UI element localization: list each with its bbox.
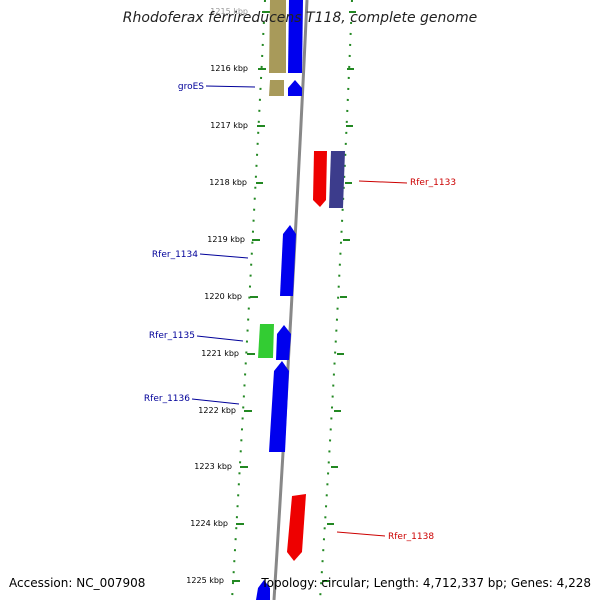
topology-text: Topology: circular; Length: 4,712,337 bp… xyxy=(261,576,591,590)
ruler-label: 1216 kbp xyxy=(210,64,248,73)
ruler-tick: 1216 kbp xyxy=(210,64,354,73)
ruler-tick: 1217 kbp xyxy=(210,121,353,130)
ruler-label: 1215 kbp xyxy=(210,7,248,16)
gene-feature[interactable] xyxy=(329,151,345,208)
gene-label-rfer-1135[interactable]: Rfer_1135 xyxy=(149,331,195,341)
gene-label-rfer-1136[interactable]: Rfer_1136 xyxy=(144,394,190,404)
ruler-tick: 1218 kbp xyxy=(209,178,352,187)
map-title: Rhodoferax ferrireducens T118, complete … xyxy=(122,10,478,26)
gene-feature[interactable] xyxy=(269,80,284,96)
gene-feature[interactable] xyxy=(287,494,306,561)
gene-feature[interactable] xyxy=(276,325,291,360)
genome-backbone xyxy=(272,0,309,600)
gene-labels: groES Rfer_1133 Rfer_1134 Rfer_1135 Rfer… xyxy=(144,82,456,542)
accession-text: Accession: NC_007908 xyxy=(9,576,146,590)
ruler-tick: 1223 kbp xyxy=(194,462,338,471)
ruler-label: 1222 kbp xyxy=(198,406,236,415)
ruler-label: 1221 kbp xyxy=(201,349,239,358)
gene-feature[interactable] xyxy=(288,0,303,73)
gene-feature[interactable] xyxy=(313,151,327,207)
ruler-tick: 1222 kbp xyxy=(198,406,341,415)
ruler: 1215 kbp 1216 kbp 1217 kbp 1218 kbp 1219… xyxy=(186,7,356,585)
ruler-label: 1224 kbp xyxy=(190,519,228,528)
gene-label-rfer-1138[interactable]: Rfer_1138 xyxy=(388,532,434,542)
ruler-label: 1225 kbp xyxy=(186,576,224,585)
gene-feature[interactable] xyxy=(269,0,286,73)
ruler-tick: 1224 kbp xyxy=(190,519,334,528)
gene-feature[interactable] xyxy=(269,361,289,452)
gene-label-rfer-1133[interactable]: Rfer_1133 xyxy=(410,178,456,188)
gene-features xyxy=(256,0,345,600)
ruler-label: 1220 kbp xyxy=(204,292,242,301)
ruler-label: 1217 kbp xyxy=(210,121,248,130)
ruler-label: 1218 kbp xyxy=(209,178,247,187)
gene-feature[interactable] xyxy=(256,580,270,600)
ruler-tick: 1219 kbp xyxy=(207,235,350,244)
gene-feature[interactable] xyxy=(258,324,274,358)
gene-label-rfer-1134[interactable]: Rfer_1134 xyxy=(152,250,198,260)
ruler-tick: 1215 kbp xyxy=(210,7,356,16)
gene-feature[interactable] xyxy=(280,225,296,296)
ruler-label: 1223 kbp xyxy=(194,462,232,471)
ruler-label: 1219 kbp xyxy=(207,235,245,244)
ruler-tick: 1225 kbp xyxy=(186,576,329,585)
gene-label-groES[interactable]: groES xyxy=(178,82,204,92)
ruler-tick: 1220 kbp xyxy=(204,292,347,301)
ruler-tick: 1221 kbp xyxy=(201,349,344,358)
gene-feature[interactable] xyxy=(288,80,302,96)
